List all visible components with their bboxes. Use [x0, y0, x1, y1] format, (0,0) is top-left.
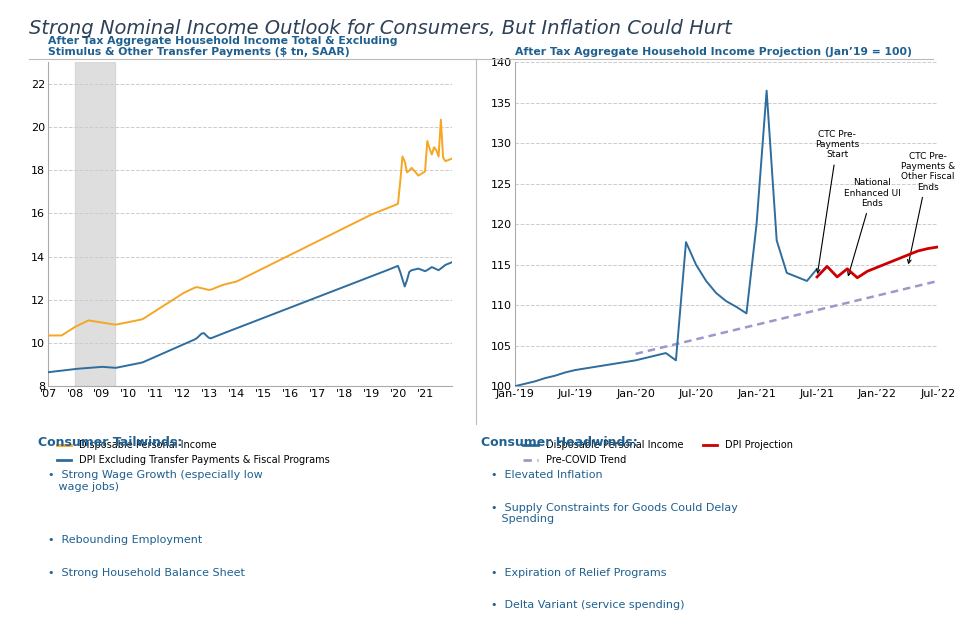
- Text: •  Strong Wage Growth (especially low
   wage jobs): • Strong Wage Growth (especially low wag…: [48, 470, 262, 492]
- Text: •  Elevated Inflation: • Elevated Inflation: [490, 470, 602, 480]
- Text: •  Rebounding Employment: • Rebounding Employment: [48, 535, 202, 545]
- Text: •  Delta Variant (service spending): • Delta Variant (service spending): [490, 600, 683, 610]
- Text: Consumer Headwinds:: Consumer Headwinds:: [480, 436, 637, 449]
- Legend: Disposable Personal Income, DPI Excluding Transfer Payments & Fiscal Programs: Disposable Personal Income, DPI Excludin…: [53, 437, 333, 469]
- Text: After Tax Aggregate Household Income Projection (Jan’19 = 100): After Tax Aggregate Household Income Pro…: [514, 47, 911, 57]
- Text: National
Enhanced UI
Ends: National Enhanced UI Ends: [843, 178, 899, 275]
- Text: CTC Pre-
Payments &
Other Fiscal
Ends: CTC Pre- Payments & Other Fiscal Ends: [899, 151, 954, 264]
- Text: Consumer Tailwinds:: Consumer Tailwinds:: [38, 436, 183, 449]
- Legend: Disposable Personal Income, Pre-COVID Trend, DPI Projection: Disposable Personal Income, Pre-COVID Tr…: [519, 437, 796, 469]
- Bar: [75, 62, 115, 386]
- Text: •  Expiration of Relief Programs: • Expiration of Relief Programs: [490, 568, 665, 578]
- Text: •  Strong Household Balance Sheet: • Strong Household Balance Sheet: [48, 568, 245, 578]
- Text: After Tax Aggregate Household Income Total & Excluding
Stimulus & Other Transfer: After Tax Aggregate Household Income Tot…: [48, 36, 397, 57]
- Text: Strong Nominal Income Outlook for Consumers, But Inflation Could Hurt: Strong Nominal Income Outlook for Consum…: [29, 19, 731, 37]
- Text: •  Supply Constraints for Goods Could Delay
   Spending: • Supply Constraints for Goods Could Del…: [490, 503, 737, 525]
- Text: CTC Pre-
Payments
Start: CTC Pre- Payments Start: [814, 130, 858, 273]
